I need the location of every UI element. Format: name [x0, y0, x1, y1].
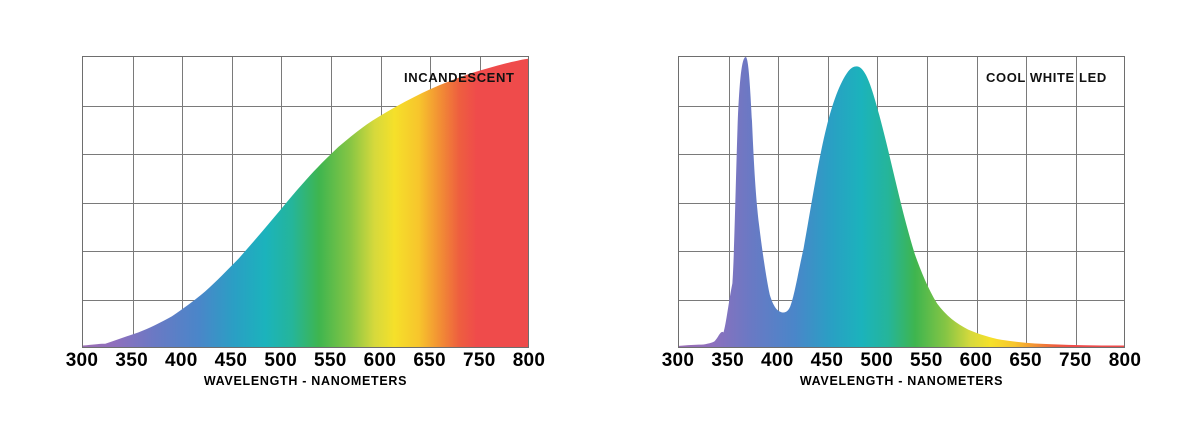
x-tick-label: 750 — [1058, 350, 1092, 371]
x-tick-label: 500 — [264, 350, 297, 371]
x-tick-label: 550 — [313, 350, 347, 371]
curve-cool-white-led — [679, 57, 1124, 347]
x-tick-label: 300 — [65, 350, 99, 371]
x-axis-ticks-cool-white-led: 300 350 400 450 500 550 600 650 750 800 — [662, 350, 1141, 374]
chart-panel-cool-white-led: COOL WHITE LED 300 350 400 450 500 550 6… — [600, 0, 1200, 445]
x-tick-label: 450 — [214, 350, 248, 371]
panel-title-cool-white-led: COOL WHITE LED — [986, 70, 1107, 85]
x-tick-label: 650 — [413, 350, 446, 371]
x-tick-label: 800 — [512, 350, 546, 371]
x-tick-label: 600 — [959, 350, 993, 371]
curve-incandescent — [83, 57, 528, 347]
x-tick-label: 800 — [1108, 350, 1142, 371]
plot-area-incandescent — [82, 56, 529, 348]
x-tick-label: 650 — [1009, 350, 1042, 371]
x-tick-label: 450 — [810, 350, 844, 371]
x-tick-label: 400 — [761, 350, 794, 371]
x-tick-label: 550 — [909, 350, 943, 371]
x-tick-label: 750 — [462, 350, 496, 371]
x-tick-label: 350 — [115, 350, 148, 371]
plot-area-cool-white-led — [678, 56, 1125, 348]
x-axis-ticks-incandescent: 300 350 400 450 500 550 600 650 750 800 — [66, 350, 545, 374]
x-axis-title-cool-white-led: WAVELENGTH - NANOMETERS — [799, 374, 1004, 388]
chart-panel-incandescent: INCANDESCENT 300 350 400 450 500 550 600… — [66, 56, 545, 388]
x-tick-label: 300 — [661, 350, 695, 371]
x-tick-label: 350 — [711, 350, 744, 371]
x-tick-label: 500 — [860, 350, 893, 371]
panel-title-incandescent: INCANDESCENT — [404, 70, 515, 85]
x-axis-title-incandescent: WAVELENGTH - NANOMETERS — [203, 374, 408, 388]
x-tick-label: 400 — [165, 350, 198, 371]
x-tick-label: 600 — [363, 350, 397, 371]
